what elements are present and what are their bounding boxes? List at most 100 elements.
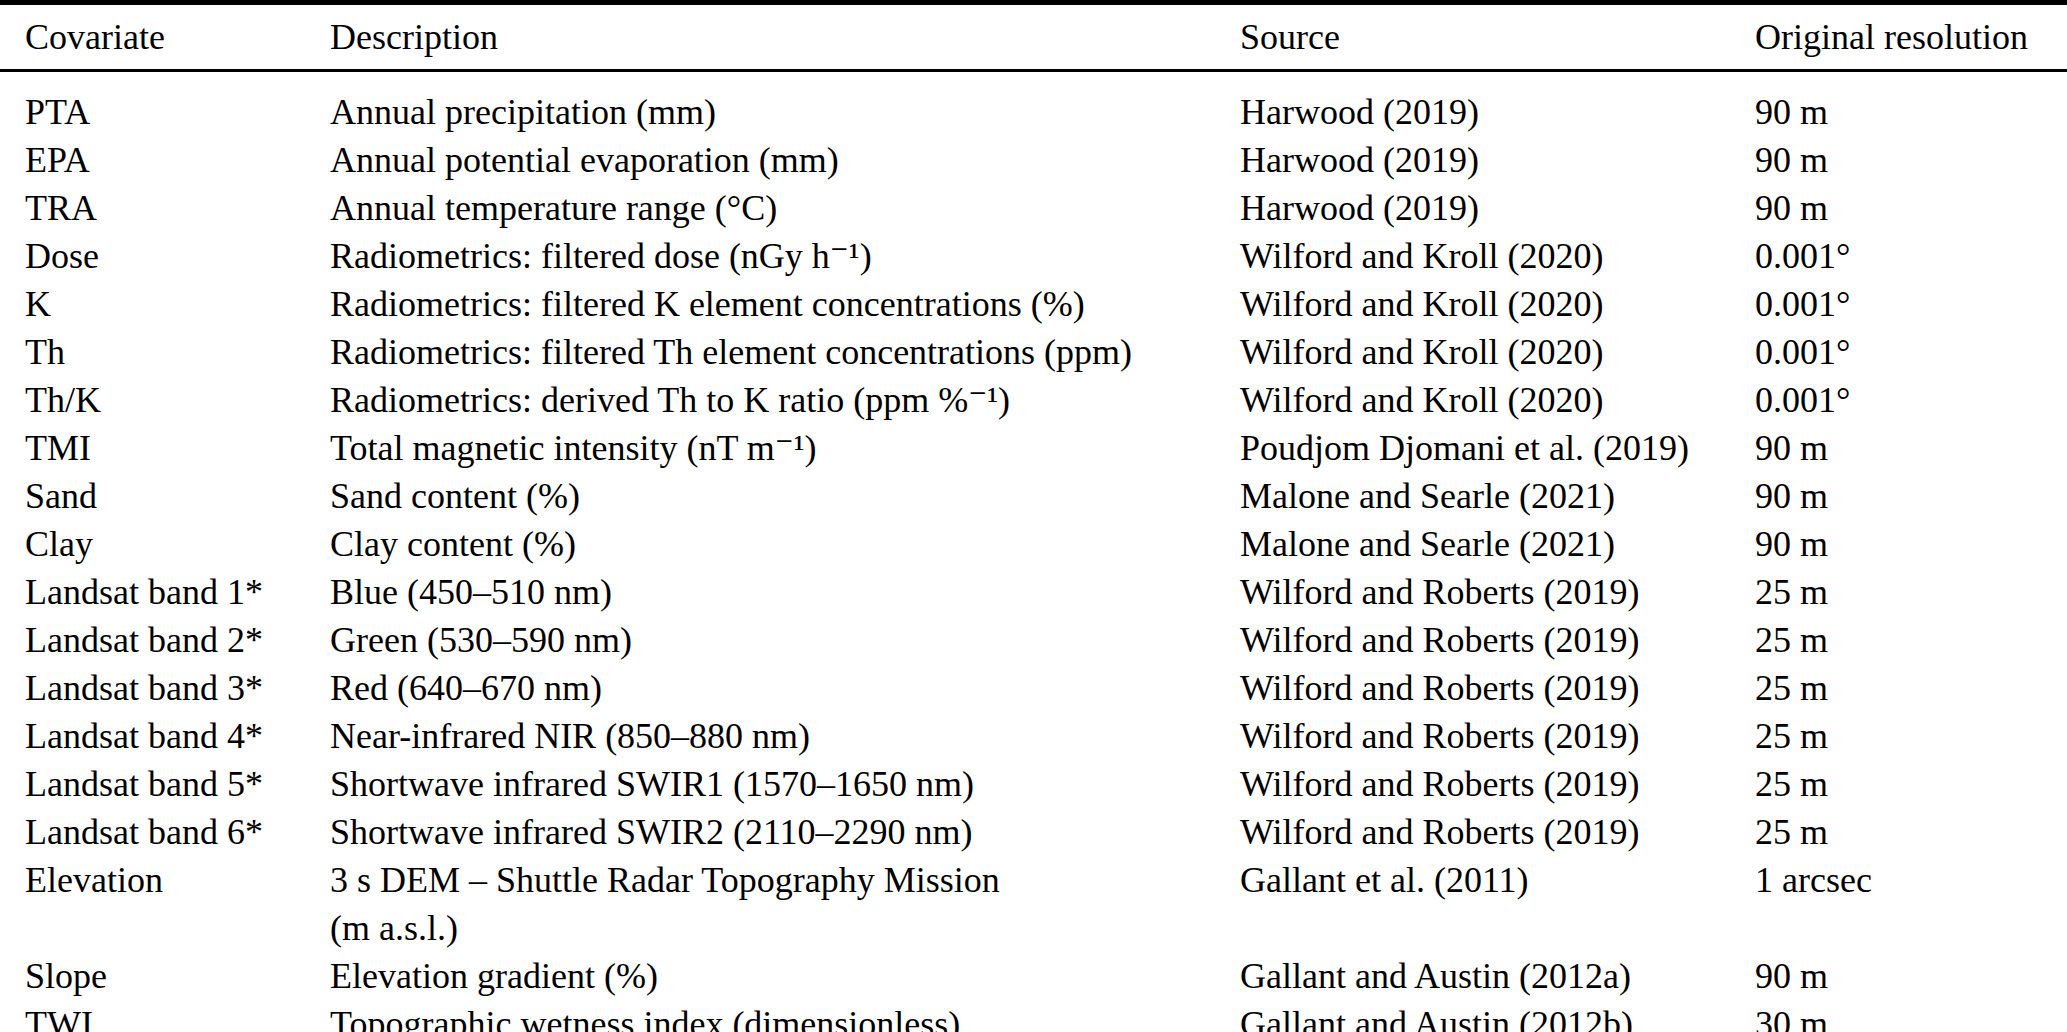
cell-resolution: 0.001° xyxy=(1755,376,2067,424)
table-row: Sand Sand content (%) Malone and Searle … xyxy=(0,472,2067,520)
cell-covariate: Elevation xyxy=(0,856,330,952)
cell-resolution: 90 m xyxy=(1755,472,2067,520)
table-row: EPA Annual potential evaporation (mm) Ha… xyxy=(0,136,2067,184)
table-row: Th Radiometrics: filtered Th element con… xyxy=(0,328,2067,376)
cell-source: Malone and Searle (2021) xyxy=(1240,520,1755,568)
cell-source: Wilford and Roberts (2019) xyxy=(1240,712,1755,760)
column-header-description: Description xyxy=(330,3,1240,71)
cell-resolution: 0.001° xyxy=(1755,280,2067,328)
cell-source: Harwood (2019) xyxy=(1240,71,1755,137)
cell-description: Radiometrics: filtered dose (nGy h⁻¹) xyxy=(330,232,1240,280)
cell-source: Wilford and Roberts (2019) xyxy=(1240,664,1755,712)
cell-covariate: K xyxy=(0,280,330,328)
cell-source: Wilford and Roberts (2019) xyxy=(1240,760,1755,808)
cell-resolution: 25 m xyxy=(1755,712,2067,760)
table-row: Landsat band 1* Blue (450–510 nm) Wilfor… xyxy=(0,568,2067,616)
cell-covariate: Landsat band 2* xyxy=(0,616,330,664)
table-row: Dose Radiometrics: filtered dose (nGy h⁻… xyxy=(0,232,2067,280)
cell-description: 3 s DEM – Shuttle Radar Topography Missi… xyxy=(330,856,1240,952)
column-header-source: Source xyxy=(1240,3,1755,71)
cell-description: Shortwave infrared SWIR2 (2110–2290 nm) xyxy=(330,808,1240,856)
table-row: Clay Clay content (%) Malone and Searle … xyxy=(0,520,2067,568)
table-header: Covariate Description Source Original re… xyxy=(0,3,2067,71)
cell-covariate: Landsat band 5* xyxy=(0,760,330,808)
cell-source: Poudjom Djomani et al. (2019) xyxy=(1240,424,1755,472)
cell-covariate: Landsat band 4* xyxy=(0,712,330,760)
cell-source: Wilford and Roberts (2019) xyxy=(1240,616,1755,664)
table-row: Landsat band 4* Near-infrared NIR (850–8… xyxy=(0,712,2067,760)
cell-resolution: 25 m xyxy=(1755,808,2067,856)
table-row: Th/K Radiometrics: derived Th to K ratio… xyxy=(0,376,2067,424)
cell-source: Wilford and Kroll (2020) xyxy=(1240,328,1755,376)
cell-description: Near-infrared NIR (850–880 nm) xyxy=(330,712,1240,760)
cell-description: Topographic wetness index (dimensionless… xyxy=(330,1000,1240,1032)
cell-description: Elevation gradient (%) xyxy=(330,952,1240,1000)
table-row: Landsat band 2* Green (530–590 nm) Wilfo… xyxy=(0,616,2067,664)
cell-source: Wilford and Roberts (2019) xyxy=(1240,568,1755,616)
cell-description: Green (530–590 nm) xyxy=(330,616,1240,664)
cell-description: Sand content (%) xyxy=(330,472,1240,520)
cell-description: Clay content (%) xyxy=(330,520,1240,568)
cell-source: Wilford and Kroll (2020) xyxy=(1240,232,1755,280)
cell-resolution: 0.001° xyxy=(1755,232,2067,280)
column-header-resolution: Original resolution xyxy=(1755,3,2067,71)
cell-resolution: 25 m xyxy=(1755,760,2067,808)
cell-description: Annual potential evaporation (mm) xyxy=(330,136,1240,184)
cell-covariate: Slope xyxy=(0,952,330,1000)
cell-resolution: 1 arcsec xyxy=(1755,856,2067,952)
cell-covariate: Th/K xyxy=(0,376,330,424)
cell-source: Gallant and Austin (2012a) xyxy=(1240,952,1755,1000)
cell-source: Wilford and Kroll (2020) xyxy=(1240,376,1755,424)
cell-resolution: 90 m xyxy=(1755,136,2067,184)
table-row: TMI Total magnetic intensity (nT m⁻¹) Po… xyxy=(0,424,2067,472)
cell-source: Gallant et al. (2011) xyxy=(1240,856,1755,952)
covariates-table: Covariate Description Source Original re… xyxy=(0,0,2067,1032)
cell-covariate: Th xyxy=(0,328,330,376)
cell-source: Wilford and Roberts (2019) xyxy=(1240,808,1755,856)
cell-covariate: TWI xyxy=(0,1000,330,1032)
cell-covariate: Clay xyxy=(0,520,330,568)
cell-covariate: TRA xyxy=(0,184,330,232)
cell-resolution: 25 m xyxy=(1755,568,2067,616)
cell-source: Harwood (2019) xyxy=(1240,136,1755,184)
cell-covariate: Landsat band 1* xyxy=(0,568,330,616)
cell-resolution: 25 m xyxy=(1755,616,2067,664)
cell-resolution: 25 m xyxy=(1755,664,2067,712)
cell-source: Malone and Searle (2021) xyxy=(1240,472,1755,520)
cell-description: Shortwave infrared SWIR1 (1570–1650 nm) xyxy=(330,760,1240,808)
cell-resolution: 90 m xyxy=(1755,424,2067,472)
table-row: TRA Annual temperature range (°C) Harwoo… xyxy=(0,184,2067,232)
table-row: PTA Annual precipitation (mm) Harwood (2… xyxy=(0,71,2067,137)
cell-description: Total magnetic intensity (nT m⁻¹) xyxy=(330,424,1240,472)
cell-covariate: Landsat band 3* xyxy=(0,664,330,712)
cell-resolution: 90 m xyxy=(1755,520,2067,568)
cell-description: Annual temperature range (°C) xyxy=(330,184,1240,232)
cell-resolution: 0.001° xyxy=(1755,328,2067,376)
cell-resolution: 30 m xyxy=(1755,1000,2067,1032)
cell-description: Radiometrics: filtered K element concent… xyxy=(330,280,1240,328)
table-row: Landsat band 5* Shortwave infrared SWIR1… xyxy=(0,760,2067,808)
cell-resolution: 90 m xyxy=(1755,952,2067,1000)
cell-description: Annual precipitation (mm) xyxy=(330,71,1240,137)
cell-resolution: 90 m xyxy=(1755,184,2067,232)
table-row: Landsat band 3* Red (640–670 nm) Wilford… xyxy=(0,664,2067,712)
cell-description: Blue (450–510 nm) xyxy=(330,568,1240,616)
cell-source: Gallant and Austin (2012b) xyxy=(1240,1000,1755,1032)
cell-resolution: 90 m xyxy=(1755,71,2067,137)
cell-covariate: Dose xyxy=(0,232,330,280)
table-row: K Radiometrics: filtered K element conce… xyxy=(0,280,2067,328)
cell-description: Radiometrics: filtered Th element concen… xyxy=(330,328,1240,376)
cell-covariate: EPA xyxy=(0,136,330,184)
table-row: TWI Topographic wetness index (dimension… xyxy=(0,1000,2067,1032)
cell-covariate: TMI xyxy=(0,424,330,472)
cell-covariate: PTA xyxy=(0,71,330,137)
header-row: Covariate Description Source Original re… xyxy=(0,3,2067,71)
table-row: Slope Elevation gradient (%) Gallant and… xyxy=(0,952,2067,1000)
cell-covariate: Landsat band 6* xyxy=(0,808,330,856)
column-header-covariate: Covariate xyxy=(0,3,330,71)
table-row: Landsat band 6* Shortwave infrared SWIR2… xyxy=(0,808,2067,856)
cell-source: Wilford and Kroll (2020) xyxy=(1240,280,1755,328)
table-row: Elevation 3 s DEM – Shuttle Radar Topogr… xyxy=(0,856,2067,952)
cell-description: Radiometrics: derived Th to K ratio (ppm… xyxy=(330,376,1240,424)
cell-description: Red (640–670 nm) xyxy=(330,664,1240,712)
